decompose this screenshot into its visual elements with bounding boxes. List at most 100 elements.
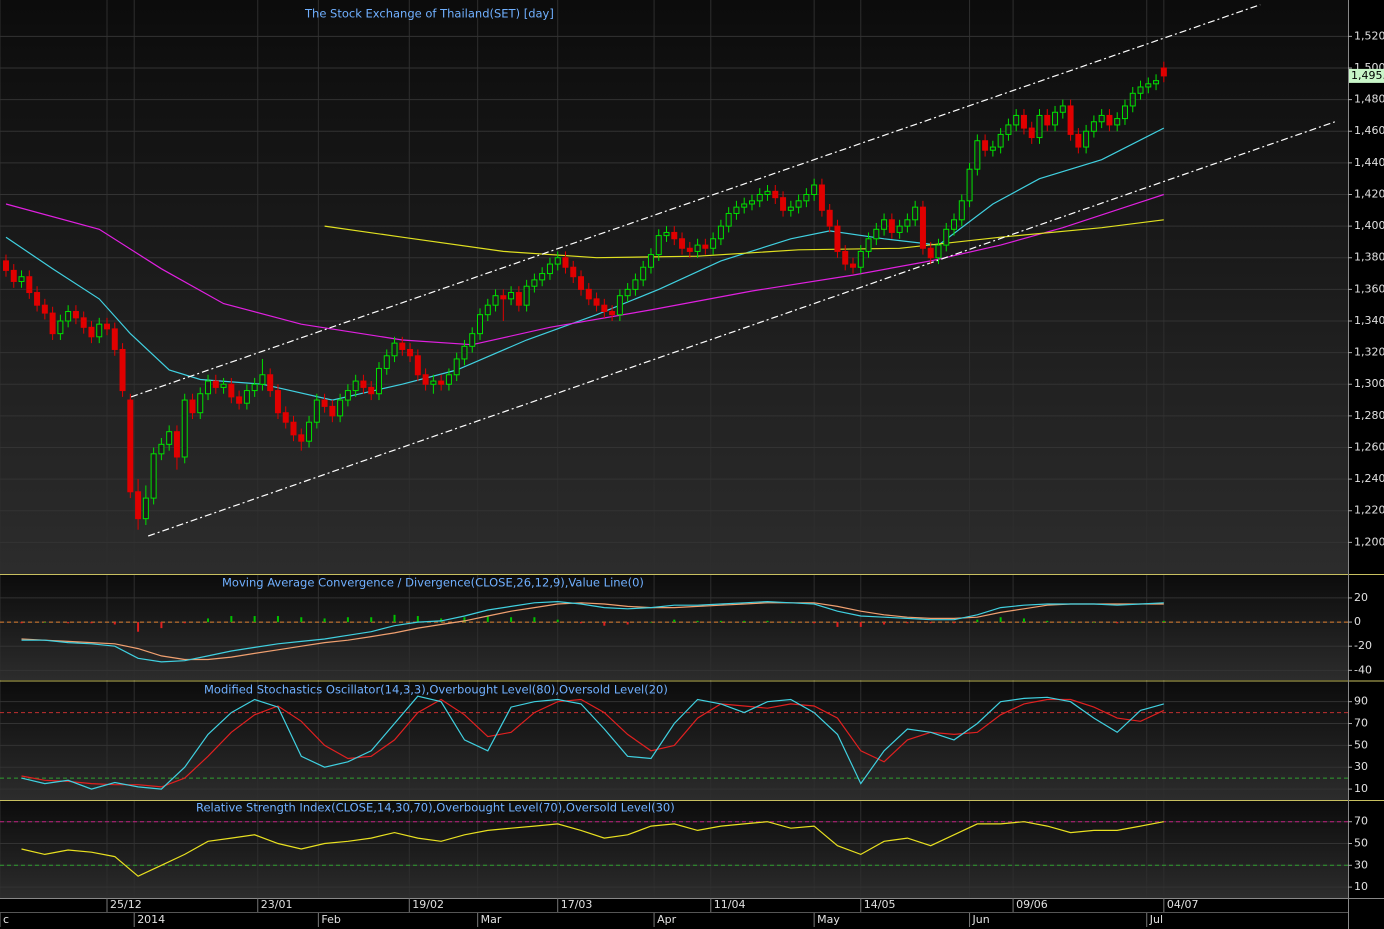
candle-body [414,355,421,376]
x-tick-label: 14/05 [864,898,896,911]
x-tick-label: 04/07 [1167,898,1199,911]
candle-body [1083,130,1090,148]
y-tick-label: 1,240 [1354,472,1384,485]
y-tick-label: 1,420 [1354,187,1384,200]
candle-body [391,342,398,357]
indicator-line [21,602,1164,661]
candle-body [383,355,390,369]
candle-body [135,491,142,520]
candle-body [694,244,701,252]
x-tick-label: 09/06 [1016,898,1048,911]
y-tick-label: 1,460 [1354,124,1384,137]
candle-body [10,269,17,282]
candle-body [927,247,934,259]
candle-body [181,399,188,458]
x-tick-label: Mar [481,913,502,926]
indicator-line [21,695,1164,790]
candle-body [282,412,289,423]
histogram-bar [859,622,862,627]
candle-body [873,228,880,240]
last-price-box [1349,68,1384,83]
histogram-bar [766,620,769,623]
histogram-bar [906,622,909,624]
moving-average [5,127,1165,401]
moving-average [5,193,1164,346]
candle-body [842,250,849,265]
candle-body [104,323,111,330]
candle-body [1036,114,1043,139]
histogram-bar [719,620,722,623]
candle-body [243,390,250,404]
histogram-bar [580,622,583,624]
candle-body [951,219,958,230]
candle-body [274,390,281,414]
candle-body [26,276,33,294]
histogram-bar [1092,622,1095,623]
candle-body [197,393,204,414]
candle-body [368,386,375,395]
candle-body [888,219,895,233]
candle-body [1067,105,1074,135]
candle-body [352,380,359,392]
y-tick-label: 90 [1354,695,1368,708]
y-tick-label: -20 [1354,639,1372,652]
y-tick-label: 70 [1354,717,1368,730]
candle-body [1028,127,1035,139]
candle-body [461,345,468,360]
candle-body [562,257,569,268]
candle-body [166,431,173,445]
histogram-bar [43,622,46,623]
candle-body [259,374,266,385]
candle-body [18,276,25,282]
histogram-bar [603,622,606,626]
candle-body [88,326,95,338]
histogram-bar [883,622,886,625]
candle-body [1044,114,1051,126]
candle-body [41,304,48,314]
candle-body [205,380,212,395]
histogram-bar [463,617,466,623]
macd-panel [0,575,1348,680]
y-tick-label: 1,400 [1354,219,1384,232]
histogram-bar [953,622,956,624]
y-tick-label: 30 [1354,858,1368,871]
candle-body [717,225,724,240]
histogram-bar [416,616,419,623]
candle-body [935,244,942,259]
histogram-bar [137,622,140,632]
mark-layer [0,4,1348,877]
candle-body [1005,124,1012,135]
candle-body [329,405,336,417]
candle-body [1013,114,1020,126]
candle-body [818,184,825,211]
panel-title: The Stock Exchange of Thailand(SET) [day… [304,7,554,21]
histogram-bar [207,618,210,623]
x-tick-label: 23/01 [261,898,293,911]
candle-body [477,314,484,335]
candle-body [313,399,320,423]
candle-body [616,295,623,316]
candle-body [236,396,243,404]
candle-body [756,193,763,202]
stoch-panel [0,682,1348,800]
candle-body [228,383,235,398]
candle-body [484,304,491,316]
y-tick-label: 1,220 [1354,504,1384,517]
candle-body [49,312,56,335]
candle-body [912,206,919,221]
candle-body [570,266,577,278]
candle-body [1114,118,1121,126]
candle-body [251,383,258,392]
histogram-bar [743,620,746,623]
x-tick-label: 11/04 [714,898,746,911]
y-tick-label: 10 [1354,782,1368,795]
y-tick-label: 10 [1354,880,1368,893]
candle-body [826,209,833,227]
candle-body [748,200,755,205]
histogram-bar [160,622,163,629]
histogram-bar [533,617,536,623]
candle-body [803,193,810,202]
candle-body [453,358,460,376]
candle-body [469,333,476,347]
x-tick-label: May [817,913,840,926]
